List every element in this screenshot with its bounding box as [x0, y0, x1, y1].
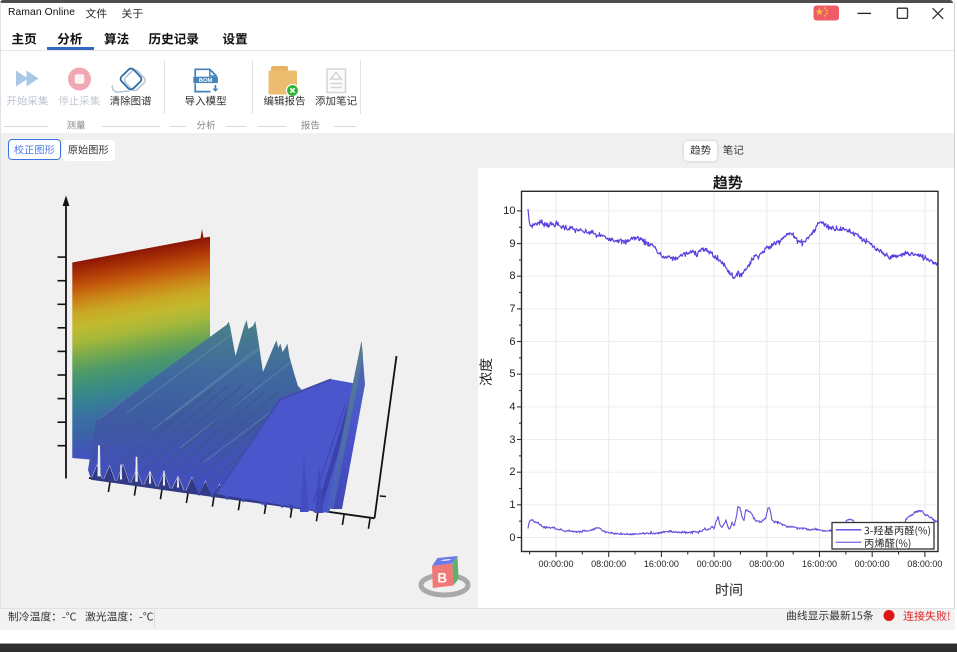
svg-text:BOM: BOM: [199, 78, 213, 84]
svg-text:B: B: [437, 571, 447, 586]
